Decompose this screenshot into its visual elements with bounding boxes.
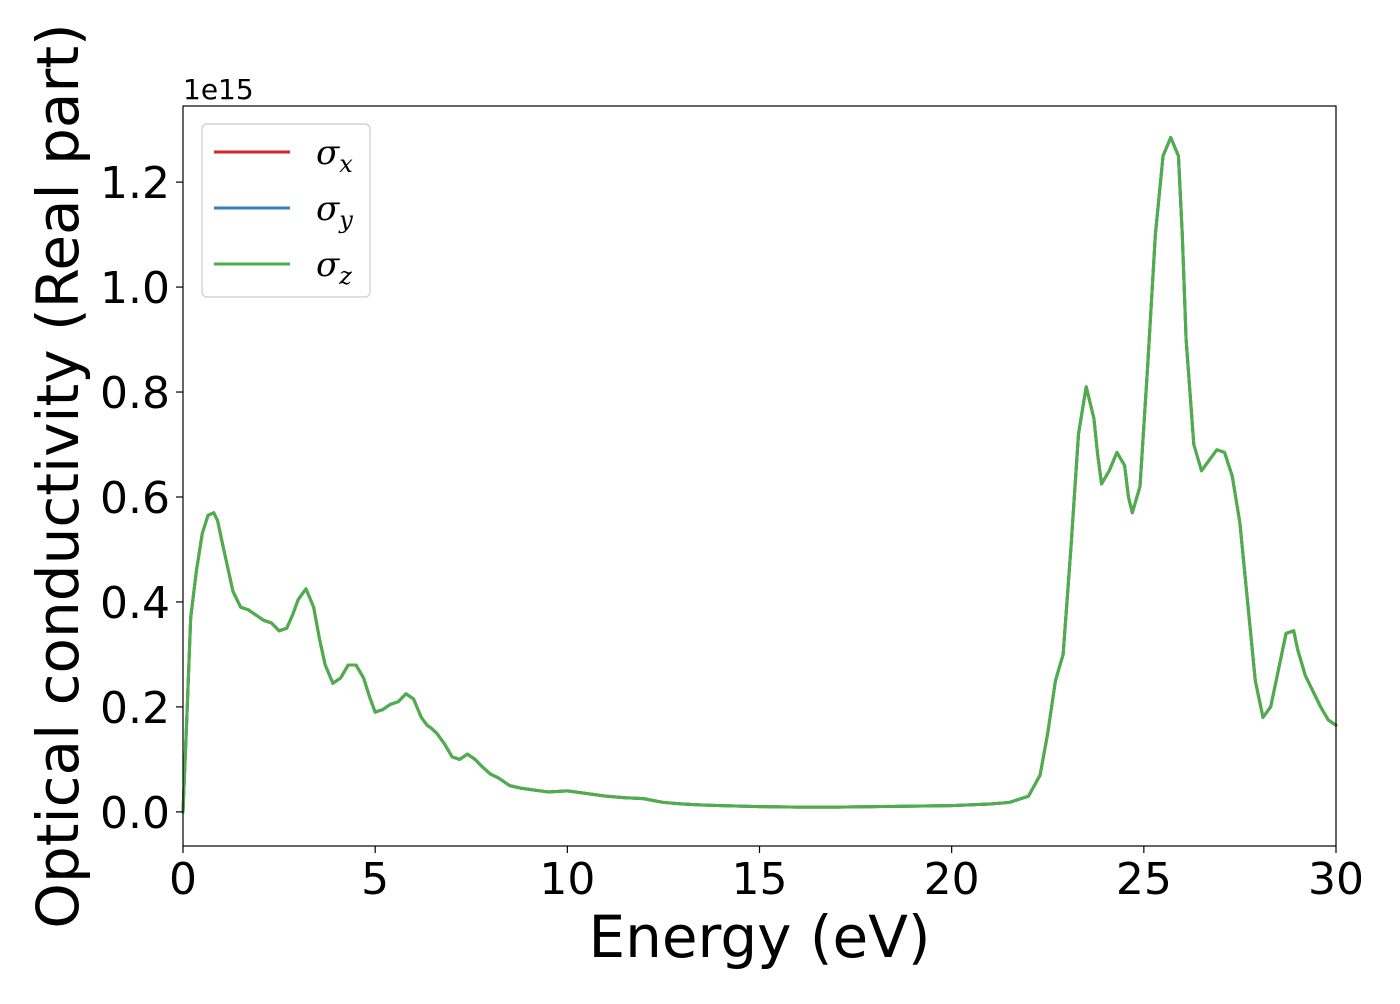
y-tick-label: 0.0 — [100, 788, 170, 839]
x-axis-label: Energy (eV) — [588, 903, 930, 971]
y-axis-ticks: 0.0 0.2 0.4 0.6 0.8 1.0 1.2 — [100, 158, 183, 839]
legend-subscript: z — [338, 262, 352, 290]
series-line-z — [181, 135, 1338, 814]
legend-label-x: σx — [316, 133, 353, 178]
x-tick-label: 20 — [924, 854, 980, 905]
y-tick-label: 1.0 — [100, 263, 170, 314]
legend-subscript: x — [339, 150, 353, 178]
legend-symbol: σ — [316, 245, 340, 285]
x-tick-label: 5 — [361, 854, 389, 905]
legend-label-y: σy — [316, 189, 353, 234]
y-tick-label: 0.4 — [100, 578, 170, 629]
series-layer — [181, 135, 1338, 814]
y-tick-label: 0.2 — [100, 683, 170, 734]
x-tick-label: 10 — [539, 854, 595, 905]
legend-subscript: y — [338, 206, 353, 234]
y-axis-offset-label: 1e15 — [183, 73, 254, 106]
y-tick-label: 1.2 — [100, 158, 170, 209]
legend-symbol: σ — [316, 189, 340, 229]
x-axis-ticks: 0 5 10 15 20 25 30 — [169, 846, 1364, 905]
y-axis-label: Optical conductivity (Real part) — [24, 23, 92, 928]
y-tick-label: 0.8 — [100, 368, 170, 419]
x-tick-label: 30 — [1308, 854, 1364, 905]
legend-frame — [201, 123, 371, 298]
x-tick-label: 0 — [169, 854, 197, 905]
x-tick-label: 15 — [732, 854, 788, 905]
legend-symbol: σ — [316, 133, 340, 173]
y-tick-label: 0.6 — [100, 473, 170, 524]
legend-label-z: σz — [316, 245, 352, 290]
x-tick-label: 25 — [1116, 854, 1172, 905]
